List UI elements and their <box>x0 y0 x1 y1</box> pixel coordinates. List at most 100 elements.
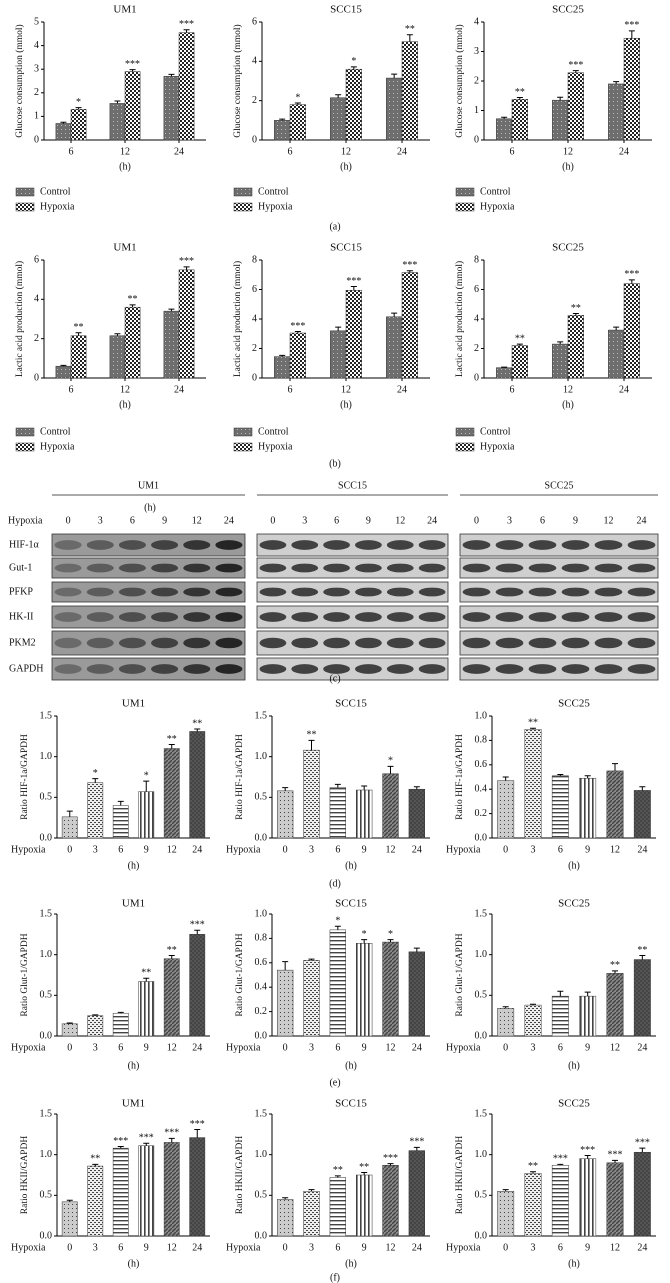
blot-band <box>86 540 114 550</box>
y-tick-label: 0 <box>252 134 257 145</box>
x-tick-label: 9 <box>585 1242 590 1253</box>
x-tick-label: 3 <box>93 1242 98 1253</box>
y-tick-label: 1.0 <box>255 1149 268 1160</box>
error-bar <box>501 116 508 119</box>
error-bar <box>530 727 536 730</box>
x-tick-label: 24 <box>412 1242 422 1253</box>
x-tick-label: 24 <box>174 146 184 157</box>
x-tick-label: 0 <box>503 1042 508 1053</box>
blot-band <box>323 664 350 674</box>
blot-band <box>215 587 243 597</box>
blot-band <box>462 587 491 597</box>
chart-title: SCC25 <box>558 898 590 910</box>
y-tick-label: 0.0 <box>255 1030 268 1041</box>
blot-band <box>418 664 446 674</box>
bar <box>289 332 306 379</box>
legend-swatch <box>455 187 475 197</box>
error-bar <box>194 929 201 935</box>
blot-band <box>386 563 414 573</box>
blot-band <box>291 612 319 622</box>
panel-label: (d) <box>329 878 341 889</box>
bar <box>633 959 651 1037</box>
blot-band <box>183 664 211 674</box>
x-tick-label: 3 <box>309 844 314 855</box>
x-tick-label: 24 <box>397 384 407 395</box>
x-tick-label: 9 <box>585 844 590 855</box>
blot-strip <box>459 581 659 603</box>
blot-band <box>462 540 491 550</box>
x-axis-label: (h) <box>119 399 131 410</box>
error-bar <box>308 958 315 961</box>
x-tick-label: 3 <box>309 1242 314 1253</box>
bar <box>138 791 155 839</box>
legend-label: Hypoxia <box>480 201 515 212</box>
legend-swatch <box>15 187 35 197</box>
x-tick-label: 6 <box>558 1242 563 1253</box>
y-axis-label: Ratio HKII/GAPDH <box>455 1136 465 1215</box>
protein-label: PKM2 <box>9 637 36 648</box>
error-bar <box>557 96 564 101</box>
significance: *** <box>179 19 194 30</box>
error-bar <box>387 1163 394 1166</box>
x-tick-label: 0 <box>503 844 508 855</box>
y-tick-label: 0.5 <box>40 792 53 803</box>
error-bar <box>639 1147 646 1153</box>
x-tick-label: 12 <box>167 1042 177 1053</box>
blot-band <box>215 664 243 674</box>
y-tick-label: 1.0 <box>40 751 53 762</box>
y-tick-label: 1.5 <box>255 1108 268 1119</box>
error-bar <box>613 326 620 331</box>
blot-band <box>495 637 524 649</box>
error-bar <box>502 1006 509 1009</box>
bar <box>55 123 72 141</box>
error-bar <box>406 270 413 273</box>
bar <box>497 780 515 839</box>
protein-label: HK-II <box>9 611 33 622</box>
y-tick-label: 4 <box>252 56 257 67</box>
bar <box>277 969 294 1037</box>
blot-band <box>627 563 656 573</box>
bar <box>497 1008 515 1037</box>
y-tick-label: 0.2 <box>255 1006 268 1017</box>
blot-band <box>54 587 82 597</box>
error-bar <box>66 1199 73 1202</box>
lane-label: 9 <box>366 515 371 526</box>
error-bar <box>75 107 82 110</box>
bar <box>330 97 347 141</box>
protein-label: Gut-1 <box>9 562 32 573</box>
chart-title: SCC25 <box>552 4 584 16</box>
x-tick-label: 6 <box>335 1042 340 1053</box>
blot-band <box>118 587 146 597</box>
blot-band <box>259 540 287 550</box>
y-tick-label: 0.0 <box>40 832 53 843</box>
blot-band <box>151 612 179 622</box>
y-tick-label: 1.0 <box>475 710 488 721</box>
protein-label: GAPDH <box>9 663 43 674</box>
bar <box>61 1201 78 1237</box>
bar <box>70 335 87 379</box>
x-tick-label: 24 <box>412 1042 422 1053</box>
bar <box>551 1164 569 1237</box>
x-tick-label: 12 <box>610 844 620 855</box>
chart-title: SCC25 <box>552 242 584 254</box>
significance: *** <box>346 276 361 287</box>
blot-band <box>183 563 211 573</box>
x-axis-label: (h) <box>562 399 574 410</box>
error-bar <box>308 739 315 751</box>
blot-band <box>259 612 287 622</box>
blot-band <box>323 612 350 622</box>
lane-label: 0 <box>270 515 275 526</box>
y-tick-label: 1 <box>474 105 479 116</box>
x-tick-label: 6 <box>69 384 74 395</box>
significance: * <box>76 97 81 108</box>
blot-strip <box>256 630 449 656</box>
error-bar <box>639 954 646 960</box>
y-tick-label: 1.0 <box>475 949 488 960</box>
chart-title: SCC25 <box>558 1098 590 1110</box>
y-tick-label: 0.0 <box>255 832 268 843</box>
blot-band <box>215 637 243 649</box>
bar <box>552 99 569 141</box>
error-bar <box>387 939 394 943</box>
error-bar <box>92 778 99 783</box>
error-bar <box>406 34 413 42</box>
